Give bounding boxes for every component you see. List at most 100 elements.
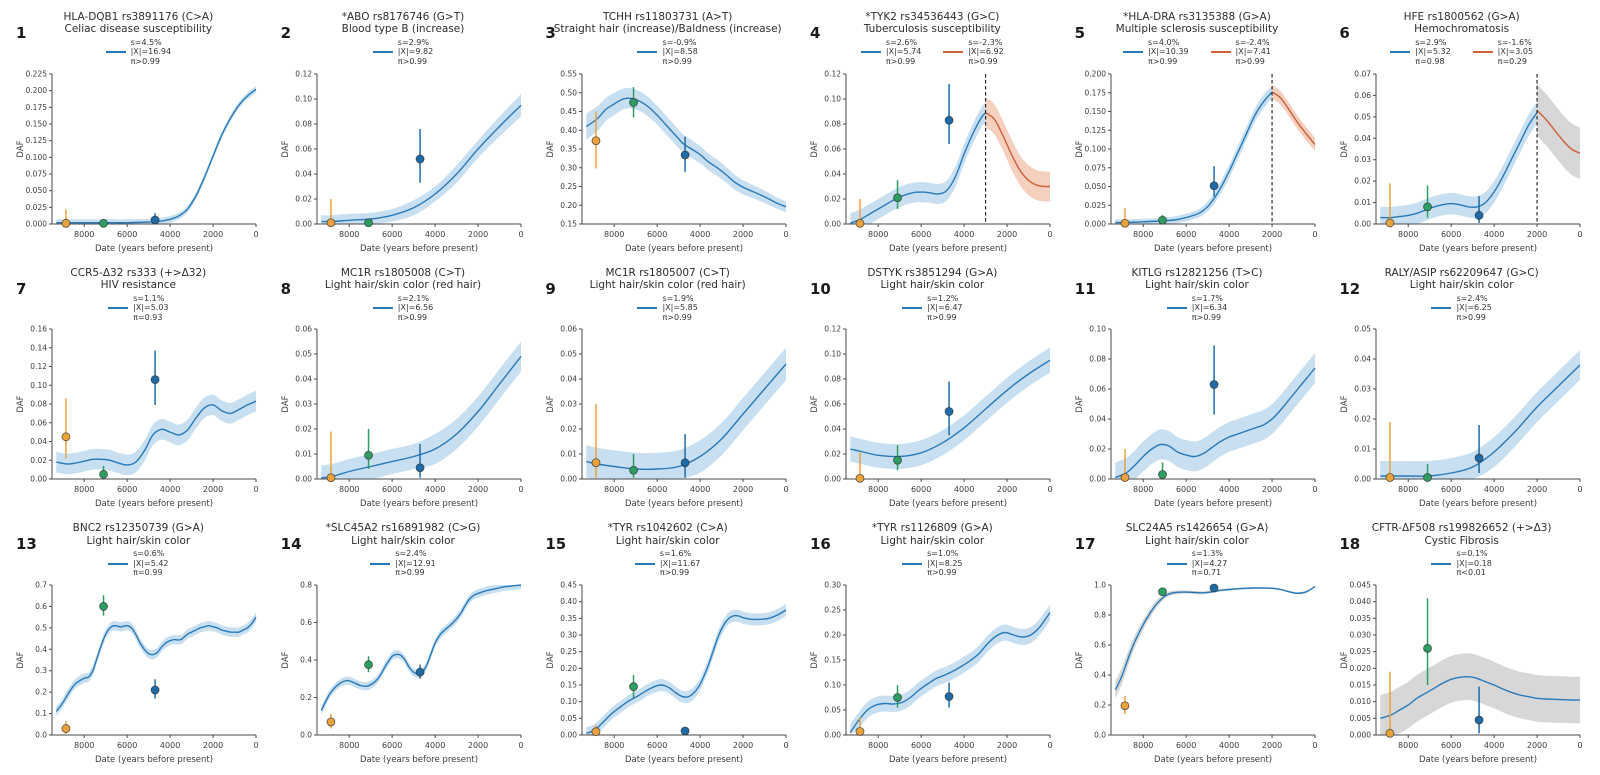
y-tick-label: 0.40 xyxy=(560,597,577,606)
x-axis-label: Date (years before present) xyxy=(95,755,213,765)
y-axis-label: DAF xyxy=(1075,140,1085,157)
legend-line-swatch xyxy=(943,51,964,54)
x-tick-label: 0 xyxy=(518,741,523,750)
legend-entry-blue: s=2.9% |X|=5.32 π=0.98 xyxy=(1390,37,1451,68)
x-tick-label: 0 xyxy=(1048,741,1053,750)
panel-14: 14 *SLC45A2 rs16891982 (C>G) Light hair/sk… xyxy=(271,515,536,771)
legend-line-swatch xyxy=(637,306,658,309)
x-tick-label: 4000 xyxy=(160,741,180,750)
panel-subtitle: Light hair/skin color xyxy=(615,534,720,547)
legend-selection-coeff: s=1.3% xyxy=(1191,549,1223,559)
panel-13: 13 BNC2 rs12350739 (G>A) Light hair/skin c… xyxy=(6,515,271,771)
trend-line-blue xyxy=(321,356,522,479)
confidence-band-gray xyxy=(1115,585,1315,700)
x-tick-label: 8000 xyxy=(74,485,94,494)
legend-entry-blue: s=1.9% |X|=5.85 π>0.99 xyxy=(637,292,698,323)
x-tick-label: 8000 xyxy=(74,741,94,750)
y-tick-label: 0.125 xyxy=(26,136,48,145)
x-tick-label: 6000 xyxy=(647,485,667,494)
x-tick-label: 6000 xyxy=(911,741,931,750)
panel-title: MC1R rs1805007 (C>T) xyxy=(605,266,730,279)
x-tick-label: 4000 xyxy=(954,485,974,494)
confidence-band-blue xyxy=(1115,353,1315,480)
x-axis-label: Date (years before present) xyxy=(95,499,213,509)
y-tick-label: 0.02 xyxy=(1354,176,1371,185)
legend-statistic: |X|=5.85 xyxy=(662,303,698,313)
y-tick-label: 0.03 xyxy=(1354,155,1371,164)
trend-line-blue xyxy=(56,616,257,712)
trend-line-red xyxy=(985,111,1051,188)
y-tick-label: 0.00 xyxy=(825,219,842,228)
panel-header: *TYR rs1126809 (G>A) Light hair/skin colo… xyxy=(800,515,1065,547)
y-axis-label: DAF xyxy=(281,651,291,668)
confidence-band-red xyxy=(985,97,1051,202)
y-tick-label: 0.7 xyxy=(35,581,47,590)
data-point-blue xyxy=(680,726,690,736)
panel-title: MC1R rs1805008 (C>T) xyxy=(340,266,466,279)
x-tick-label: 2000 xyxy=(1262,485,1282,494)
data-point-blue xyxy=(415,463,425,473)
panel-number: 15 xyxy=(545,535,567,554)
confidence-band-blue xyxy=(1379,350,1580,480)
legend-line-swatch xyxy=(902,306,923,309)
y-tick-label: 0.06 xyxy=(1354,91,1371,100)
x-tick-label: 0 xyxy=(783,741,788,750)
y-tick-label: 0.10 xyxy=(825,350,842,359)
y-tick-label: 0.30 xyxy=(825,581,842,590)
panel-number: 10 xyxy=(809,279,831,298)
y-tick-label: 0.06 xyxy=(825,144,842,153)
x-tick-label: 8000 xyxy=(1133,485,1153,494)
y-tick-label: 0.025 xyxy=(1349,647,1371,656)
panel-subtitle: Light hair/skin color xyxy=(880,534,985,547)
panel-header: HLA-DQB1 rs3891176 (C>A) Celiac disease s… xyxy=(6,4,271,36)
legend-posterior: π>0.99 xyxy=(1148,57,1178,67)
data-point-green xyxy=(628,682,638,692)
data-point-green xyxy=(99,470,109,480)
data-point-green xyxy=(99,602,109,611)
data-point-green xyxy=(1422,202,1432,212)
x-tick-label: 0 xyxy=(518,230,523,239)
trend-line-blue xyxy=(1115,91,1273,223)
plot: 8000 6000 4000 2000 0 0.000 0.005 0.010 0.015 0.0… xyxy=(1340,581,1583,766)
data-point-blue xyxy=(151,375,160,385)
legend-line-swatch xyxy=(108,306,129,309)
x-tick-label: 6000 xyxy=(382,485,402,494)
legend-entry-blue: s=2.9% |X|=9.82 π>0.99 xyxy=(372,37,433,68)
y-tick-label: 0.04 xyxy=(1354,134,1371,143)
panel-6: 6 HFE rs1800562 (G>A) Hemochromatosis s=2.9… xyxy=(1329,4,1594,260)
y-tick-label: 0.35 xyxy=(560,144,577,153)
panel-title: DSTYK rs3851294 (G>A) xyxy=(867,266,998,279)
legend-line-swatch xyxy=(1431,306,1452,309)
panel-9: 9 MC1R rs1805007 (C>T) Light hair/skin col… xyxy=(535,260,800,516)
x-tick-label: 2000 xyxy=(997,230,1017,239)
legend: s=2.4% |X|=6.25 π>0.99 xyxy=(1329,292,1594,323)
x-axis-label: Date (years before present) xyxy=(95,244,213,254)
legend-posterior: π>0.99 xyxy=(1191,312,1222,322)
y-tick-label: 0.10 xyxy=(825,94,842,103)
y-tick-label: 0.000 xyxy=(1085,219,1107,228)
confidence-band-red xyxy=(1272,85,1315,152)
legend: s=2.9% |X|=9.82 π>0.99 xyxy=(271,37,536,68)
trend-line-blue xyxy=(585,97,786,208)
legend-line-swatch xyxy=(860,51,881,54)
x-axis-label: Date (years before present) xyxy=(1419,244,1537,254)
y-tick-label: 0.35 xyxy=(560,614,577,623)
data-point-green xyxy=(1158,215,1167,225)
legend-posterior: π>0.99 xyxy=(397,57,428,67)
legend-statistic: |X|=5.32 xyxy=(1415,47,1451,57)
panel-title: *TYR rs1126809 (G>A) xyxy=(871,522,993,535)
legend-text: s=4.5% |X|=16.94 π>0.99 xyxy=(131,38,171,67)
confidence-band-blue xyxy=(850,348,1051,470)
panel-header: RALY/ASIP rs62209647 (G>C) Light hair/ski… xyxy=(1329,260,1594,292)
data-point-blue xyxy=(151,215,160,225)
y-tick-label: 0.025 xyxy=(1085,201,1107,210)
legend: s=2.6% |X|=5.74 π>0.99 s=-2.3% |X|=6.92 π>0.9… xyxy=(800,37,1065,68)
legend-statistic: |X|=12.91 xyxy=(395,558,436,568)
panel-subtitle: Light hair/skin color xyxy=(880,279,985,292)
x-tick-label: 4000 xyxy=(1219,741,1239,750)
data-point-blue xyxy=(680,150,690,160)
legend: s=2.4% |X|=12.91 π>0.99 xyxy=(271,548,536,579)
legend-posterior: π=0.29 xyxy=(1497,57,1527,67)
y-tick-label: 0.03 xyxy=(295,400,312,409)
panel-12: 12 RALY/ASIP rs62209647 (G>C) Light hair/s… xyxy=(1329,260,1594,516)
